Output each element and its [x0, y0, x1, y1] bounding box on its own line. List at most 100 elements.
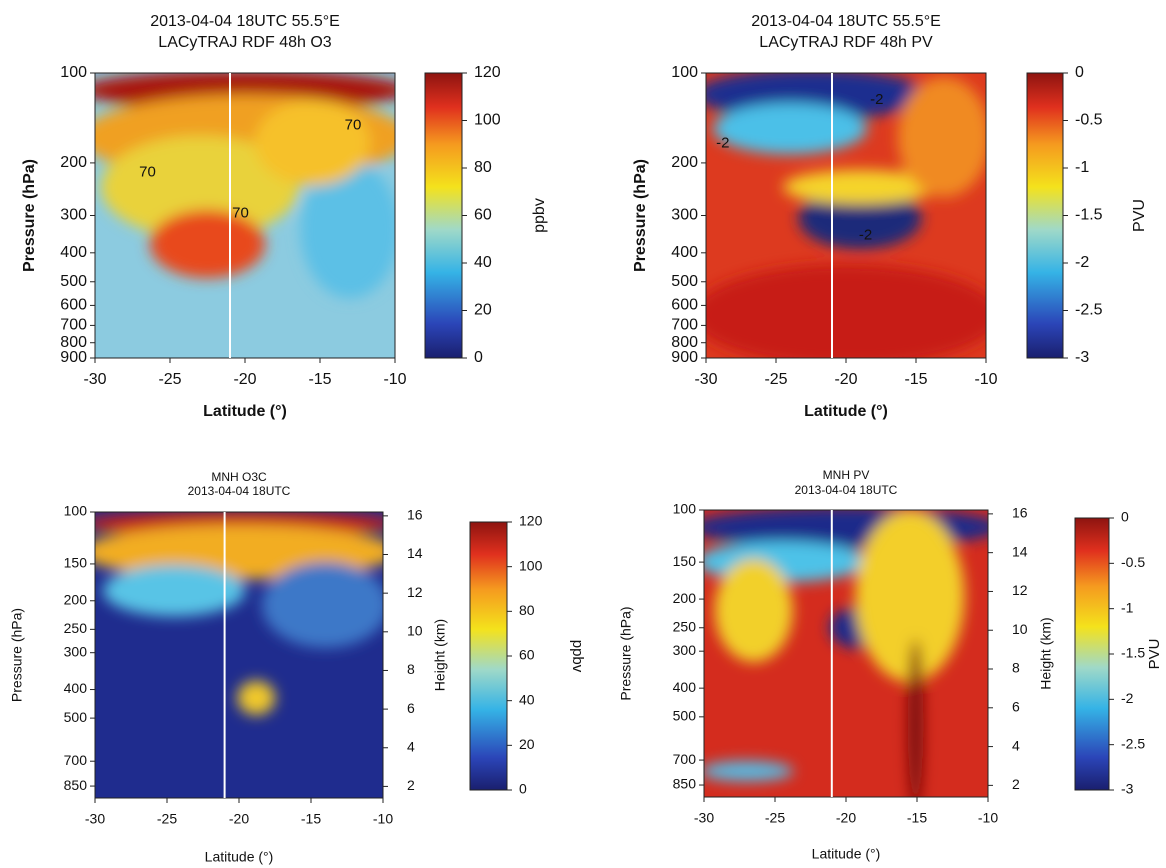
x-tick-label: -10 — [373, 811, 393, 827]
x-tick-label: -20 — [229, 811, 249, 827]
y-tick-label: 400 — [673, 679, 697, 695]
y-tick-label: 300 — [673, 642, 697, 658]
contour-label: -2 — [859, 226, 872, 243]
colorbar-tick-label: 40 — [474, 254, 492, 271]
x-tick-label: -20 — [834, 371, 857, 388]
field-blob — [704, 510, 988, 548]
field-blob — [713, 102, 867, 155]
colorbar-tick-label: -3 — [1121, 781, 1134, 797]
field — [95, 512, 383, 798]
x-tick-label: -25 — [158, 371, 181, 388]
chart-title: 2013-04-04 18UTC 55.5°E — [751, 13, 941, 30]
y-tick-label: 600 — [60, 297, 87, 314]
colorbar-tick-label: 0 — [474, 349, 483, 366]
field-blob — [101, 135, 299, 239]
y-tick-label: 150 — [673, 553, 697, 569]
y2-axis-label: Height (km) — [1038, 617, 1054, 689]
colorbar-label: PVU — [1146, 639, 1163, 670]
y-tick-label: 700 — [64, 752, 88, 768]
x-tick-label: -30 — [85, 811, 105, 827]
colorbar-label: ppbv — [531, 198, 548, 233]
field-blob — [714, 558, 793, 663]
y2-tick-label: 16 — [407, 507, 423, 523]
x-tick-label: -15 — [907, 810, 927, 826]
field-blob — [706, 263, 986, 358]
field-blob — [798, 187, 922, 250]
x-tick-label: -10 — [978, 810, 998, 826]
y-tick-label: 200 — [60, 154, 87, 171]
x-axis-label: Latitude (°) — [205, 849, 274, 865]
colorbar-tick-label: -2.5 — [1121, 735, 1145, 751]
chart-subtitle: LACyTRAJ RDF 48h PV — [759, 34, 933, 51]
y-tick-label: 100 — [673, 501, 697, 517]
field-blobs — [95, 73, 395, 299]
colorbar-tick-label: 120 — [474, 64, 501, 81]
colorbar-tick-label: -0.5 — [1121, 554, 1145, 570]
x-tick-label: -25 — [764, 371, 787, 388]
y2-tick-label: 8 — [1012, 660, 1020, 676]
x-tick-label: -30 — [83, 371, 106, 388]
x-tick-label: -10 — [383, 371, 406, 388]
y-axis-label: Pressure (hPa) — [618, 606, 634, 700]
field-blob — [897, 77, 986, 197]
colorbar-tick-label: -1.5 — [1121, 645, 1145, 661]
colorbar-tick-label: 0 — [1121, 509, 1129, 525]
y2-tick-label: 14 — [407, 545, 423, 561]
x-tick-label: -20 — [233, 371, 256, 388]
y-tick-label: 500 — [671, 273, 698, 290]
contour-label: -2 — [716, 134, 729, 151]
colorbar-tick-label: -2 — [1121, 690, 1134, 706]
contour-label: 70 — [139, 163, 156, 180]
chart-title: MNH O3C — [211, 470, 267, 484]
colorbar-tick-label: 20 — [519, 736, 535, 752]
colorbar-tick-label: -0.5 — [1075, 112, 1103, 129]
y-tick-label: 850 — [64, 777, 88, 793]
field — [704, 510, 988, 797]
colorbar-tick-label: -2.5 — [1075, 302, 1103, 319]
colorbar-tick-label: -1.5 — [1075, 207, 1103, 224]
y2-tick-label: 14 — [1012, 543, 1028, 559]
y2-tick-label: 12 — [407, 584, 423, 600]
colorbar-tick-label: 60 — [474, 207, 492, 224]
colorbar-tick-label: 0 — [1075, 64, 1084, 81]
y-tick-label: 400 — [60, 244, 87, 261]
contour-label: 70 — [345, 117, 362, 134]
y-tick-label: 100 — [64, 503, 88, 519]
colorbar — [424, 72, 463, 359]
x-tick-label: -25 — [765, 810, 785, 826]
colorbar-tick-label: -3 — [1075, 349, 1089, 366]
colorbar-tick-label: 0 — [519, 781, 527, 797]
colorbar-label: PVU — [1131, 199, 1148, 232]
contour-label: -2 — [870, 91, 883, 108]
x-tick-label: -15 — [301, 811, 321, 827]
field-blob — [704, 760, 794, 782]
x-tick-label: -15 — [904, 371, 927, 388]
y2-tick-label: 6 — [407, 700, 415, 716]
colorbar-tick-label: 40 — [519, 691, 535, 707]
y2-tick-label: 12 — [1012, 582, 1028, 598]
colorbar-tick-label: -1 — [1121, 599, 1134, 615]
y-tick-label: 400 — [64, 680, 88, 696]
y2-tick-label: 2 — [1012, 776, 1020, 792]
y-tick-label: 500 — [60, 273, 87, 290]
colorbar-tick-label: 20 — [474, 302, 492, 319]
chart-title: 2013-04-04 18UTC 55.5°E — [150, 13, 340, 30]
chart-subtitle: 2013-04-04 18UTC — [795, 483, 898, 497]
y-tick-label: 200 — [64, 591, 88, 607]
colorbar-tick-label: 120 — [519, 513, 543, 529]
y-tick-label: 700 — [60, 317, 87, 334]
y-tick-label: 800 — [60, 334, 87, 351]
y-axis-label: Pressure (hPa) — [9, 608, 25, 702]
field-blobs — [95, 512, 383, 716]
y-tick-label: 300 — [60, 207, 87, 224]
y-tick-label: 400 — [671, 244, 698, 261]
y2-tick-label: 4 — [1012, 737, 1020, 753]
field-blob — [102, 564, 246, 617]
y-tick-label: 500 — [673, 708, 697, 724]
colorbar-tick-label: -1 — [1075, 159, 1089, 176]
chart-subtitle: 2013-04-04 18UTC — [188, 484, 291, 498]
colorbar-label: ppbv — [569, 640, 586, 673]
y-tick-label: 500 — [64, 709, 88, 725]
chart-subtitle: LACyTRAJ RDF 48h O3 — [158, 34, 331, 51]
